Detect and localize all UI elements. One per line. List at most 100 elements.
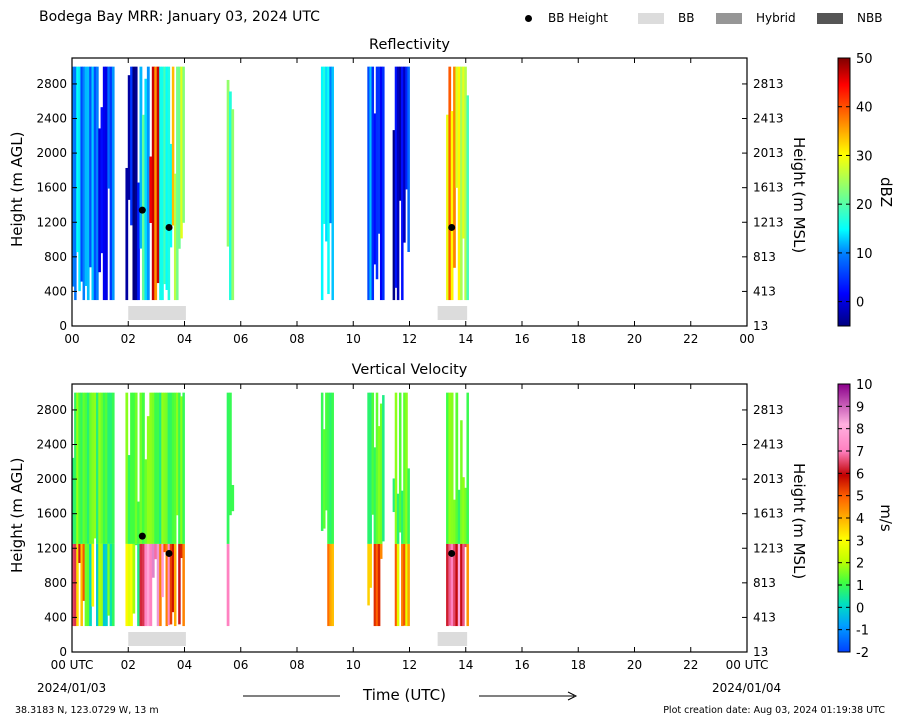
y-tick-label: 800 bbox=[44, 250, 67, 264]
precip-cell bbox=[74, 66, 77, 301]
precip-cell bbox=[323, 66, 326, 224]
precip-cell bbox=[132, 543, 136, 614]
precip-cell bbox=[91, 543, 95, 607]
precip-cell bbox=[450, 392, 454, 544]
precip-cell bbox=[159, 543, 162, 627]
precip-cell bbox=[149, 156, 153, 223]
precip-cell bbox=[109, 392, 113, 544]
precip-cell bbox=[163, 66, 166, 285]
bb-bar bbox=[437, 306, 468, 320]
precip-cell bbox=[134, 392, 138, 544]
precip-cell bbox=[102, 392, 106, 544]
precip-cell bbox=[84, 392, 88, 544]
precip-cell bbox=[453, 66, 456, 268]
x-tick-label: 04 bbox=[177, 332, 192, 346]
precip-cell bbox=[154, 66, 158, 301]
y-tick-label-right: 13 bbox=[753, 319, 768, 333]
precip-cell bbox=[134, 66, 138, 301]
nbb-swatch-icon bbox=[817, 12, 843, 24]
precip-cell bbox=[163, 392, 166, 544]
precip-cell bbox=[231, 109, 235, 301]
bb-height-dot-icon bbox=[525, 14, 532, 22]
precip-cell bbox=[373, 543, 377, 627]
precip-cell bbox=[107, 543, 111, 616]
bb-swatch-icon bbox=[638, 12, 664, 24]
hybrid-swatch-icon bbox=[716, 12, 742, 24]
precip-cell bbox=[178, 543, 181, 625]
colorbar-tick-label: 6 bbox=[856, 467, 864, 482]
precip-cell bbox=[407, 468, 410, 544]
precip-cell bbox=[130, 392, 133, 544]
precip-cell bbox=[72, 66, 75, 287]
y-tick-label: 0 bbox=[59, 645, 67, 659]
precip-cell bbox=[127, 543, 131, 627]
precip-cell bbox=[369, 543, 372, 588]
precip-cell bbox=[450, 111, 454, 301]
y-tick-label-right: 1613 bbox=[753, 507, 784, 521]
precip-cell bbox=[327, 66, 330, 295]
y-tick-label: 400 bbox=[44, 610, 67, 624]
colorbar-tick-label: 0 bbox=[856, 296, 864, 311]
precip-cell bbox=[373, 113, 377, 265]
precip-cell bbox=[394, 66, 398, 288]
precip-cell bbox=[167, 543, 171, 626]
precip-cell bbox=[455, 392, 459, 544]
precip-cell bbox=[457, 489, 461, 544]
arrow-head-icon bbox=[567, 691, 578, 701]
precip-cell bbox=[182, 543, 185, 627]
precip-cell bbox=[151, 392, 155, 544]
precip-cell bbox=[156, 543, 160, 627]
precip-cell bbox=[226, 543, 230, 627]
precip-cell bbox=[373, 447, 377, 544]
precip-cell bbox=[151, 543, 155, 578]
y-tick-label: 2400 bbox=[36, 112, 67, 126]
precip-cell bbox=[180, 543, 183, 559]
legend-item-bb-height: BB Height bbox=[525, 11, 608, 25]
precip-cell bbox=[111, 392, 115, 544]
colorbar-tick-label: 9 bbox=[856, 400, 864, 415]
refl-colorbar-ticks: 0 10 20 30 40 50 bbox=[838, 52, 873, 311]
precip-cell bbox=[165, 66, 169, 290]
precip-cell bbox=[331, 392, 334, 544]
y-tick-label: 2400 bbox=[36, 438, 67, 452]
precip-cell bbox=[127, 455, 131, 544]
precip-cell bbox=[149, 392, 153, 544]
precip-cell bbox=[398, 392, 402, 533]
precip-cell bbox=[401, 66, 404, 301]
precip-cell bbox=[407, 543, 410, 627]
y-tick-label-right: 413 bbox=[753, 284, 776, 298]
precip-cell bbox=[96, 392, 99, 544]
precip-cell bbox=[149, 543, 153, 627]
x-tick-label: 00 bbox=[739, 332, 754, 346]
precip-cell bbox=[74, 543, 77, 627]
x-tick-label: 06 bbox=[233, 332, 248, 346]
precip-cell bbox=[171, 543, 175, 613]
y-tick-label-right: 1613 bbox=[753, 181, 784, 195]
precip-cell bbox=[84, 543, 88, 627]
precip-cell bbox=[171, 66, 175, 226]
colorbar-tick-label: 8 bbox=[856, 423, 864, 438]
precip-cell bbox=[165, 392, 169, 544]
precip-cell bbox=[161, 66, 164, 301]
precip-cell bbox=[139, 66, 143, 249]
x-tick-label: 16 bbox=[514, 332, 529, 346]
precip-cell bbox=[132, 66, 136, 301]
colorbar-tick-label: 50 bbox=[856, 52, 873, 67]
precip-cell bbox=[329, 66, 332, 224]
y-tick-label-right: 1213 bbox=[753, 541, 784, 555]
precip-cell bbox=[159, 66, 162, 301]
y-tick-label: 1600 bbox=[36, 507, 67, 521]
precip-cell bbox=[446, 392, 449, 544]
bb-bar bbox=[128, 306, 186, 320]
precip-cell bbox=[371, 392, 375, 515]
precip-cell bbox=[466, 543, 469, 627]
precip-cell bbox=[93, 392, 97, 539]
precip-cell bbox=[98, 128, 101, 273]
location-text: 38.3183 N, 123.0729 W, 13 m bbox=[15, 705, 159, 716]
y-tick-label-right: 2013 bbox=[753, 146, 784, 160]
precip-cell bbox=[74, 392, 77, 544]
precip-cell bbox=[76, 392, 79, 544]
precip-cell bbox=[98, 543, 101, 627]
precip-cell bbox=[453, 543, 456, 627]
x-tick-label: 02 bbox=[121, 332, 136, 346]
